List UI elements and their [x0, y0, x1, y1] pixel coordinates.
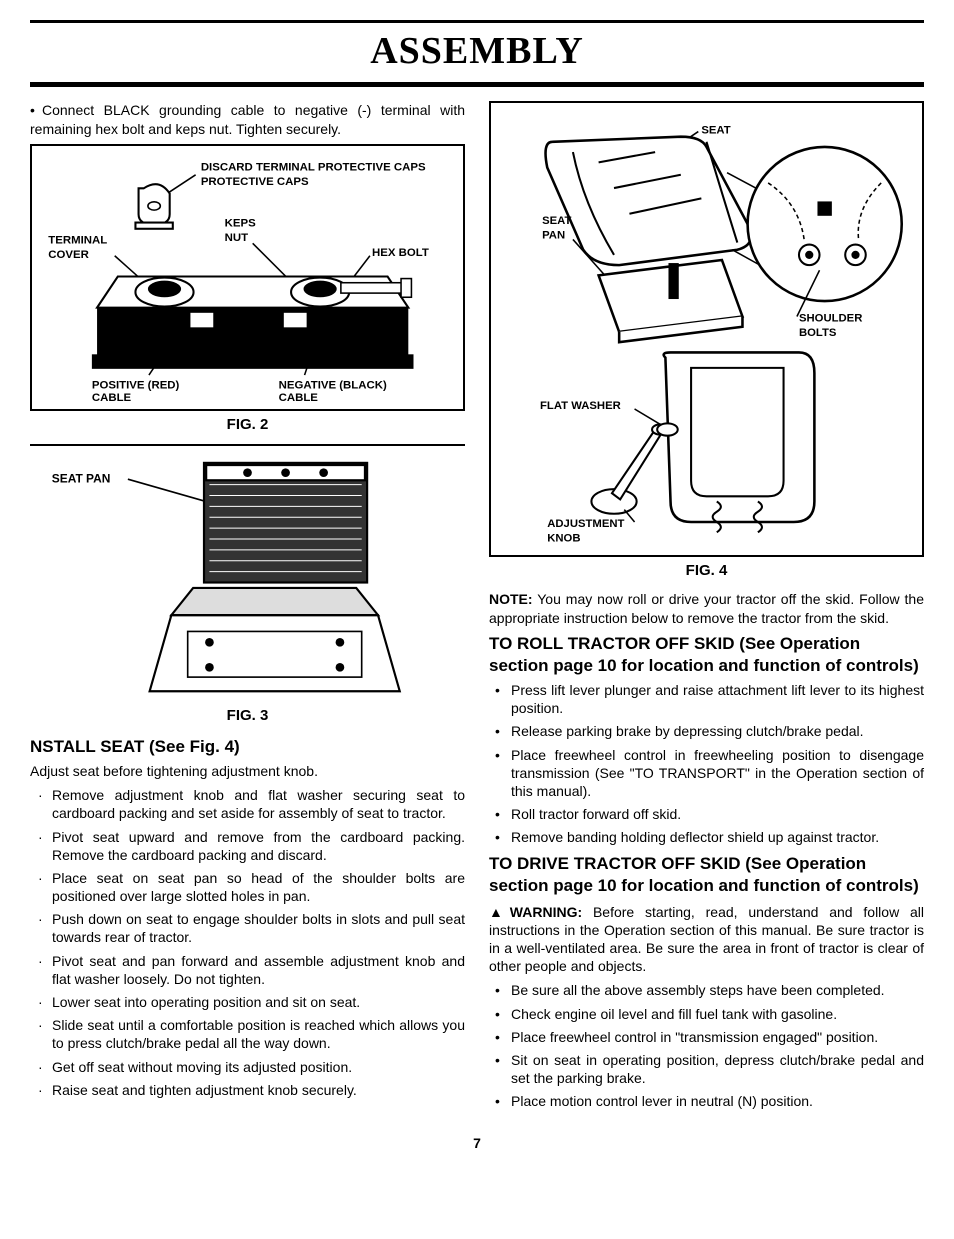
fig2-keps-1: KEPS: [225, 217, 256, 229]
drive-steps: Be sure all the above assembly steps hav…: [489, 981, 924, 1110]
fig2-neg-1: NEGATIVE (BLACK): [279, 379, 387, 391]
fig4-sh-2: BOLTS: [799, 327, 837, 339]
fig4-box: SEAT: [489, 101, 924, 557]
fig4-seatpan-2: PAN: [542, 230, 565, 242]
rule-bottom: [30, 82, 924, 87]
list-item: Be sure all the above assembly steps hav…: [489, 981, 924, 999]
fig2-box: DISCARD TERMINAL PROTECTIVE CAPS PROTECT…: [30, 144, 465, 411]
install-steps: Remove adjustment knob and flat washer s…: [30, 786, 465, 1099]
right-column: SEAT: [489, 101, 924, 1115]
list-item: Pivot seat upward and remove from the ca…: [30, 828, 465, 864]
fig2-svg: DISCARD TERMINAL PROTECTIVE CAPS PROTECT…: [40, 152, 455, 401]
list-item: Place seat on seat pan so head of the sh…: [30, 869, 465, 905]
list-item: Release parking brake by depressing clut…: [489, 722, 924, 740]
install-heading: NSTALL SEAT (See Fig. 4): [30, 736, 465, 758]
fig4-seatpan-1: SEAT: [542, 215, 571, 227]
drive-heading: TO DRIVE TRACTOR OFF SKID (See Operation…: [489, 853, 924, 897]
list-item: Press lift lever plunger and raise attac…: [489, 681, 924, 717]
list-item: Check engine oil level and fill fuel tan…: [489, 1005, 924, 1023]
fig2-pos-1: POSITIVE (RED): [92, 379, 180, 391]
fig4-flat: FLAT WASHER: [540, 400, 621, 412]
list-item: Raise seat and tighten adjustment knob s…: [30, 1081, 465, 1099]
two-column-layout: •Connect BLACK grounding cable to negati…: [30, 101, 924, 1115]
roll-steps: Press lift lever plunger and raise attac…: [489, 681, 924, 847]
list-item: Lower seat into operating position and s…: [30, 993, 465, 1011]
note-text: NOTE: You may now roll or drive your tra…: [489, 590, 924, 626]
warning-icon: ▲: [489, 904, 510, 920]
list-item: Place motion control lever in neutral (N…: [489, 1092, 924, 1110]
fig2-term-1: TERMINAL: [48, 234, 107, 246]
fig4-seat: SEAT: [701, 125, 730, 137]
page-number: 7: [30, 1134, 924, 1152]
fig4-svg: SEAT: [501, 111, 912, 543]
svg-text:PROTECTIVE CAPS: PROTECTIVE CAPS: [201, 176, 309, 188]
intro-content: Connect BLACK grounding cable to negativ…: [30, 102, 465, 136]
list-item: Get off seat without moving its adjusted…: [30, 1058, 465, 1076]
fig3-caption: FIG. 3: [30, 706, 465, 726]
list-item: Slide seat until a comfortable position …: [30, 1016, 465, 1052]
list-item: Pivot seat and pan forward and assemble …: [30, 952, 465, 988]
list-item: Roll tractor forward off skid.: [489, 805, 924, 823]
fig2-hex: HEX BOLT: [372, 247, 429, 259]
rule-top: [30, 20, 924, 23]
note-label: NOTE:: [489, 591, 533, 607]
fig2-caption: FIG. 2: [30, 415, 465, 435]
list-item: Place freewheel control in freewheeling …: [489, 746, 924, 801]
roll-heading: TO ROLL TRACTOR OFF SKID (See Operation …: [489, 633, 924, 677]
list-item: Place freewheel control in "transmission…: [489, 1028, 924, 1046]
fig4-adj-2: KNOB: [547, 533, 580, 543]
fig2-pos-2: CABLE: [92, 392, 132, 401]
warn-label: WARNING:: [510, 904, 582, 920]
note-body: You may now roll or drive your tractor o…: [489, 591, 924, 625]
fig3-seatpan: SEAT PAN: [52, 472, 111, 486]
fig3-wrap: SEAT PAN: [30, 444, 465, 702]
list-item: Remove banding holding deflector shield …: [489, 828, 924, 846]
list-item: Push down on seat to engage shoulder bol…: [30, 910, 465, 946]
fig2-keps-2: NUT: [225, 232, 248, 244]
fig4-sh-1: SHOULDER: [799, 313, 862, 325]
left-column: •Connect BLACK grounding cable to negati…: [30, 101, 465, 1115]
intro-text: •Connect BLACK grounding cable to negati…: [30, 101, 465, 137]
warning-text: ▲WARNING: Before starting, read, underst…: [489, 903, 924, 976]
fig2-term-2: COVER: [48, 249, 89, 261]
fig4-caption: FIG. 4: [489, 561, 924, 581]
list-item: Remove adjustment knob and flat washer s…: [30, 786, 465, 822]
fig4-adj-1: ADJUSTMENT: [547, 519, 624, 531]
list-item: Sit on seat in operating position, depre…: [489, 1051, 924, 1087]
page-title: ASSEMBLY: [30, 27, 924, 76]
install-sub: Adjust seat before tightening adjustment…: [30, 762, 465, 780]
fig2-discard: DISCARD TERMINAL PROTECTIVE CAPS: [201, 161, 426, 173]
fig3-svg: SEAT PAN: [30, 452, 465, 702]
fig2-neg-2: CABLE: [279, 392, 319, 401]
